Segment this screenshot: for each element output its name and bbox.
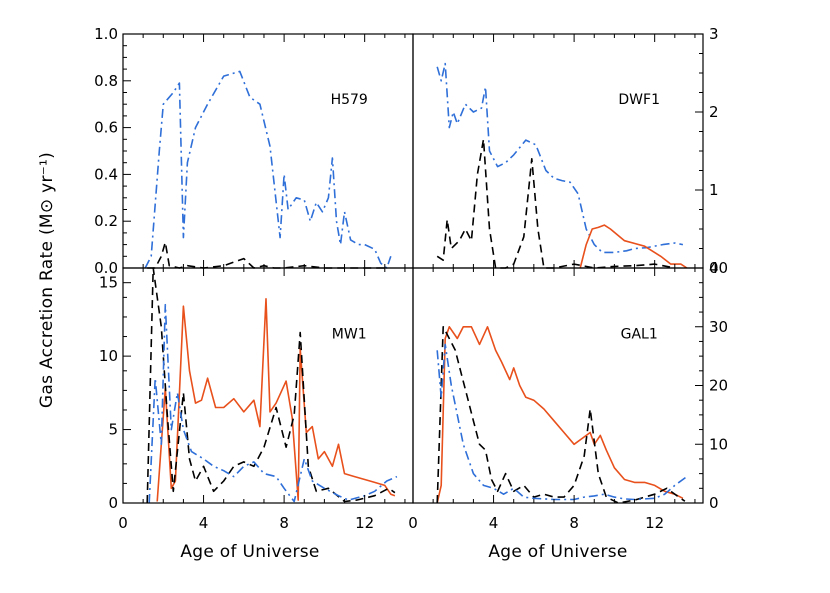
y-tick-label: 3 [709, 25, 719, 43]
panel-frame [412, 267, 704, 504]
y-tick-label: 10 [99, 347, 118, 365]
series-line-black [146, 267, 396, 504]
panel-frame [122, 33, 414, 269]
y-tick-label: 15 [99, 274, 118, 292]
y-axis-label: Gas Accretion Rate (M⊙ yr⁻¹) [37, 152, 57, 408]
y-tick-label: 0 [709, 494, 719, 512]
panel-frame [122, 267, 414, 504]
x-tick-label: 0 [118, 514, 128, 532]
series-line-orange [156, 298, 396, 502]
panel-name: DWF1 [618, 92, 660, 108]
series-line-black [147, 241, 385, 269]
y-tick-label: 1.0 [94, 25, 118, 43]
panel-name: GAL1 [621, 327, 658, 343]
panel-dwf1: 0 1 2 3 DWF1 [412, 25, 719, 277]
y-tick-label: 1 [709, 181, 719, 199]
x-tick-label: 4 [489, 514, 499, 532]
series-line-blue [436, 62, 684, 254]
x-tick-label: 12 [355, 514, 374, 532]
panel-frame [412, 33, 704, 269]
series-line-blue [436, 343, 688, 501]
y-tick-label: 2 [709, 103, 719, 121]
x-tick-label: 0 [408, 514, 418, 532]
series-line-orange [436, 326, 684, 504]
series-line-blue [148, 303, 398, 504]
series-line-blue [144, 70, 392, 269]
x-tick-label: 8 [569, 514, 579, 532]
panel-name: H579 [331, 92, 368, 108]
panel-mw1: 0 5 10 15 0 4 8 12 MW1 [99, 267, 414, 532]
y-tick-label: 0.2 [94, 212, 118, 230]
y-tick-label: 0 [709, 259, 719, 277]
panel-name: MW1 [332, 327, 367, 343]
y-tick-label: 0.8 [94, 72, 118, 90]
panel-h579: 0.0 0.2 0.4 0.6 0.8 1.0 H579 [94, 25, 414, 277]
series-line-black [436, 326, 686, 504]
x-axis-label-right: Age of Universe [488, 542, 627, 562]
x-tick-label: 12 [645, 514, 664, 532]
series-line-black [436, 138, 675, 269]
y-tick-label: 0.4 [94, 165, 118, 183]
series-line-orange [579, 224, 688, 269]
y-tick-label: 30 [709, 318, 728, 336]
y-tick-label: 10 [709, 435, 728, 453]
y-tick-label: 0.0 [94, 259, 118, 277]
y-tick-label: 40 [709, 259, 728, 277]
x-axis-label-left: Age of Universe [180, 542, 319, 562]
y-tick-label: 20 [709, 377, 728, 395]
x-tick-label: 4 [199, 514, 209, 532]
x-tick-label: 8 [279, 514, 289, 532]
y-tick-label: 5 [108, 421, 118, 439]
y-tick-label: 0.6 [94, 119, 118, 137]
y-tick-label: 0 [108, 494, 118, 512]
